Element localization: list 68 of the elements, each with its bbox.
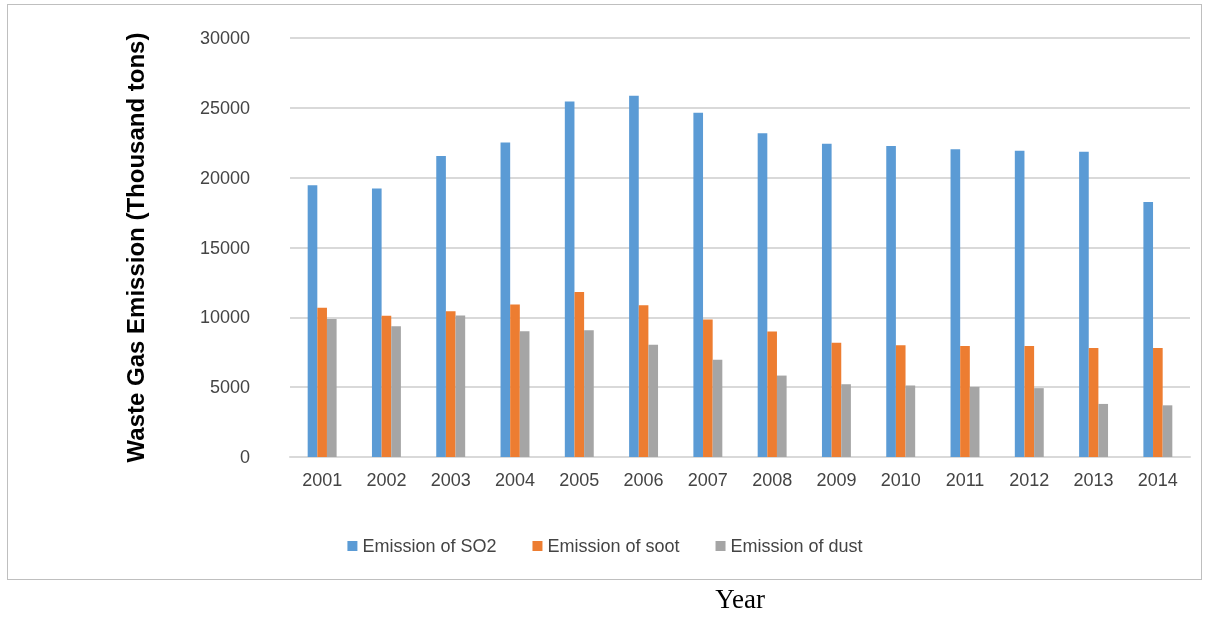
bar [841,384,851,457]
bar [371,188,382,457]
y-tick-label: 10000 [199,307,250,328]
bar [307,185,318,457]
legend-label: Emission of soot [547,536,680,556]
x-tick-label: 2003 [430,470,471,490]
bar [905,385,916,457]
bar [436,155,446,457]
bar [455,315,466,457]
bar [821,143,832,457]
bar [564,101,575,457]
x-tick-label: 2005 [559,470,600,490]
bar [1098,403,1109,457]
x-tick-label: 2006 [623,470,664,490]
x-tick-label: 2001 [302,470,343,490]
y-tick-label: 15000 [199,237,250,258]
bar [886,146,896,457]
x-tick-label: 2002 [366,470,407,490]
legend-label: Emission of SO2 [362,536,497,556]
bar [326,319,337,457]
y-tick-label: 30000 [199,28,250,48]
x-tick-label: 2014 [1137,470,1178,490]
legend-label: Emission of dust [730,536,863,556]
bar [1079,151,1089,457]
bar [574,291,585,457]
bar [519,331,530,457]
bar [584,330,594,457]
bar [638,305,649,457]
bar [960,345,970,457]
x-tick-label: 2004 [494,470,536,490]
y-axis-title: Waste Gas Emission (Thousand tons) [121,32,149,463]
bar [510,304,520,457]
bar [895,345,906,457]
y-tick-label: 5000 [209,377,250,398]
bar [1153,347,1163,457]
bar [712,359,723,457]
bar [703,319,713,457]
bar [757,133,768,457]
x-tick-label: 2013 [1073,470,1114,490]
x-axis-title: Year [715,583,765,614]
y-tick-label: 25000 [199,97,250,118]
bar [629,95,639,457]
bar [500,142,511,457]
bar [969,386,980,457]
x-tick-label: 2009 [816,470,857,490]
y-tick-label: 20000 [199,167,250,188]
bar [1162,405,1173,457]
y-tick-label: 0 [239,447,250,467]
bar [445,311,456,457]
bar [1024,345,1035,457]
bar [1143,201,1154,457]
bar [317,307,327,457]
x-tick-label: 2008 [752,470,793,490]
bar [1034,388,1044,457]
x-tick-label: 2007 [687,470,728,490]
bar [381,315,392,457]
x-tick-label: 2012 [1009,470,1050,490]
bar [950,149,961,457]
bar [1088,347,1099,457]
x-tick-label: 2010 [880,470,921,490]
bar [1014,150,1025,457]
bar [831,342,842,457]
x-tick-label: 2011 [945,470,985,490]
bar [776,375,787,457]
bar [693,112,704,457]
bar [648,344,659,457]
bar [767,331,777,457]
bar [391,326,401,457]
